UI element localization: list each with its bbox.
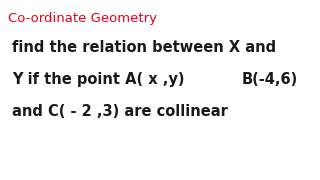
Text: and C( - 2 ,3) are collinear: and C( - 2 ,3) are collinear — [12, 104, 228, 119]
Text: B(-4,6): B(-4,6) — [241, 72, 298, 87]
Text: Co-ordinate Geometry: Co-ordinate Geometry — [8, 12, 157, 25]
Text: find the relation between X and: find the relation between X and — [12, 40, 276, 55]
Text: Y if the point A( x ,y): Y if the point A( x ,y) — [12, 72, 190, 87]
